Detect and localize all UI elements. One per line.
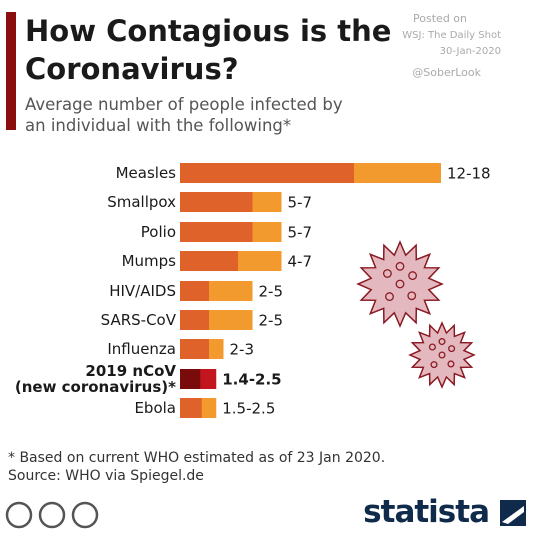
value-label: 2-5 xyxy=(259,283,284,301)
category-label: Ebola xyxy=(134,399,176,417)
virus-dot xyxy=(407,291,417,301)
virus-dot xyxy=(395,279,405,289)
bar xyxy=(180,163,354,183)
posted-date: 30-Jan-2020 xyxy=(439,46,501,57)
category-label: Smallpox xyxy=(107,193,176,211)
value-label: 5-7 xyxy=(288,194,313,212)
virus-dot xyxy=(447,360,455,368)
virus-dot xyxy=(438,351,446,359)
virus-icons xyxy=(356,240,476,389)
virus-dot xyxy=(395,261,405,271)
bar xyxy=(180,398,202,418)
bar xyxy=(180,369,201,389)
subtitle: Average number of people infected by an … xyxy=(25,95,343,135)
posted: Posted on xyxy=(413,12,467,25)
category-label: HIV/AIDS xyxy=(109,282,176,300)
bar xyxy=(180,192,253,212)
title-accent xyxy=(6,12,16,130)
bar xyxy=(180,251,238,271)
virus-dot xyxy=(408,271,418,281)
source: Source: WHO via Spiegel.de xyxy=(8,468,204,484)
value-label: 2-5 xyxy=(259,312,284,330)
value-label: 2-3 xyxy=(230,341,255,359)
brand: statista xyxy=(363,494,490,530)
bar xyxy=(180,310,209,330)
virus-dot xyxy=(430,361,438,369)
value-label: 1.4-2.5 xyxy=(222,371,281,389)
category-label: Polio xyxy=(140,223,176,241)
value-label: 12-18 xyxy=(447,165,491,183)
virus-dot xyxy=(428,343,436,351)
virus-body xyxy=(408,321,476,389)
category-label: Mumps xyxy=(121,252,176,270)
virus-dot xyxy=(382,269,392,278)
footnote: * Based on current WHO estimated as of 2… xyxy=(8,450,386,466)
handle: @SoberLook xyxy=(412,66,481,79)
bar xyxy=(180,339,209,359)
bar xyxy=(180,281,209,301)
value-label: 1.5-2.5 xyxy=(222,400,275,418)
brand-icon-mark xyxy=(502,506,524,524)
category-label: Measles xyxy=(115,164,176,182)
virus-body xyxy=(356,240,444,328)
virus-dot xyxy=(385,292,394,302)
posted-source: WSJ: The Daily Shot xyxy=(402,30,501,41)
title: How Contagious is the Coronavirus? xyxy=(25,14,392,86)
bar xyxy=(180,222,253,242)
category-label: 2019 nCoV (new coronavirus)* xyxy=(14,362,176,396)
category-label: SARS-CoV xyxy=(100,311,176,329)
virus-dot xyxy=(448,345,456,353)
virus-dot xyxy=(438,338,446,346)
license-icons xyxy=(5,501,99,529)
value-label: 5-7 xyxy=(288,224,313,242)
category-label: Influenza xyxy=(107,340,176,358)
value-label: 4-7 xyxy=(288,253,313,271)
